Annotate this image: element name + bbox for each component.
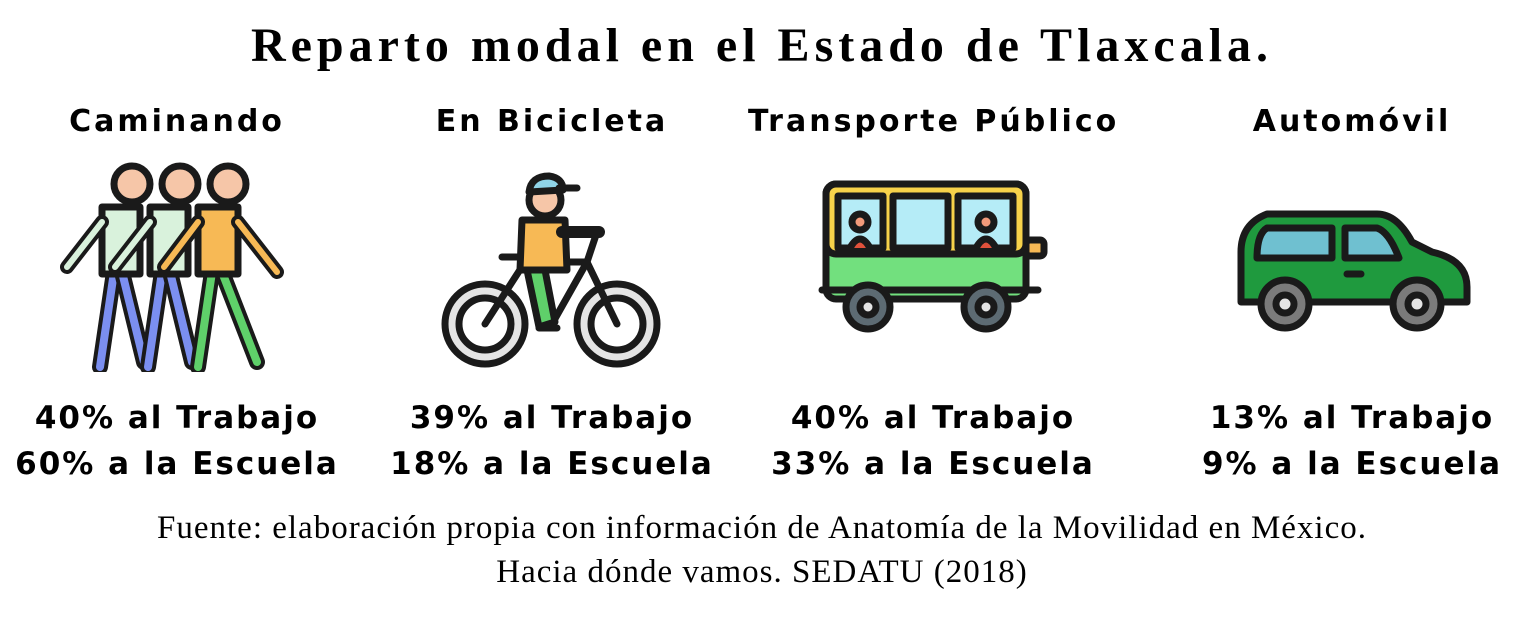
- school-share: 33% a la Escuela: [771, 446, 1095, 482]
- work-share: 39% al Trabajo: [409, 400, 695, 436]
- source-line-1: Fuente: elaboración propia con informaci…: [157, 510, 1367, 546]
- car-icon: [1237, 210, 1471, 332]
- page-title: Reparto modal en el Estado de Tlaxcala.: [250, 19, 1274, 72]
- mode-label: Transporte Público: [748, 104, 1120, 139]
- mode-label: Automóvil: [1252, 104, 1452, 139]
- bus-icon: [818, 180, 1048, 333]
- mode-label: En Bicicleta: [435, 104, 669, 139]
- source-line-2: Hacia dónde vamos. SEDATU (2018): [496, 554, 1028, 590]
- work-share: 13% al Trabajo: [1209, 400, 1495, 436]
- school-share: 9% a la Escuela: [1201, 446, 1503, 482]
- mode-public-transport: Transporte Público 40% al Trabajo 33% a …: [748, 100, 1118, 490]
- school-share: 60% a la Escuela: [15, 446, 339, 482]
- school-share: 18% a la Escuela: [390, 446, 714, 482]
- work-share: 40% al Trabajo: [790, 400, 1076, 436]
- bicycle-rider-icon: [441, 172, 661, 368]
- mode-label: Caminando: [69, 104, 285, 139]
- walking-people-icon: [60, 162, 284, 372]
- mode-car: Automóvil 13% al Trabajo 9% a la Escuela: [1167, 100, 1524, 490]
- work-share: 40% al Trabajo: [34, 400, 320, 436]
- mode-bicycle: En Bicicleta 39% al Trabajo 18% a: [367, 100, 737, 490]
- mode-walking: Caminando: [0, 100, 362, 490]
